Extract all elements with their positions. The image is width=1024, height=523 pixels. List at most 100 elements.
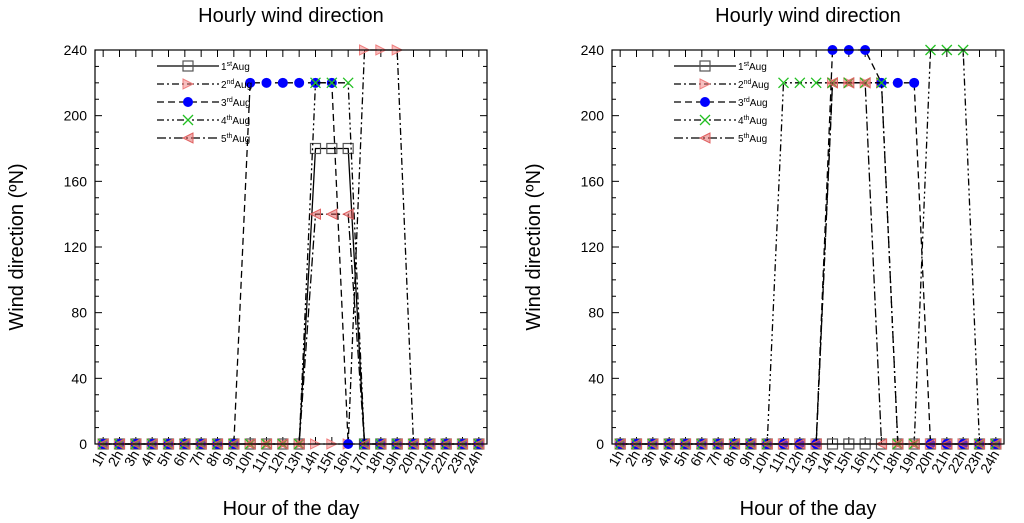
- y-tick-label: 240: [581, 42, 605, 58]
- legend-sup: st: [227, 61, 233, 68]
- chart-panel-2: Hourly wind direction 0 40 80 120 160 200 240 1h…: [523, 5, 1005, 520]
- data-point: [810, 77, 822, 89]
- legend-sup: rd: [227, 97, 233, 104]
- legend-base: 2: [221, 80, 227, 91]
- legend-sup: st: [744, 61, 750, 68]
- legend-base: 4: [738, 116, 744, 127]
- data-point: [325, 208, 338, 220]
- legend-base: 3: [221, 98, 227, 109]
- series-line: [103, 82, 479, 445]
- legend-tail: Aug: [749, 116, 767, 127]
- legend-marker: [181, 132, 194, 144]
- data-point: [826, 77, 838, 89]
- y-tick-label: 80: [588, 305, 604, 321]
- legend-base: 5: [221, 134, 227, 145]
- legend-marker: [698, 132, 711, 144]
- x-tick-label: 7h: [703, 448, 725, 469]
- legend-entry: 5thAug: [738, 133, 767, 145]
- x-tick-label: 9h: [219, 448, 241, 469]
- data-point: [309, 208, 321, 220]
- series-line: [103, 82, 479, 445]
- data-point: [310, 77, 321, 89]
- legend-tail: Aug: [232, 134, 250, 145]
- legend-marker: [182, 78, 195, 90]
- chart-title: Hourly wind direction: [198, 5, 384, 27]
- legend-tail: Aug: [751, 80, 769, 91]
- legend-entry: 1stAug: [738, 61, 767, 73]
- x-tick-label: 8h: [719, 448, 741, 469]
- series-1st-aug: [97, 142, 485, 450]
- x-tick-label: 2h: [621, 448, 643, 469]
- legend-base: 4: [221, 116, 227, 127]
- legend-sup: nd: [744, 79, 752, 86]
- x-tick-label: 7h: [186, 448, 208, 469]
- x-tick-label: 8h: [202, 448, 224, 469]
- legend-marker: [182, 114, 194, 126]
- legend-sup: th: [744, 115, 750, 122]
- legend-base: 2: [738, 80, 744, 91]
- plot-frame: [94, 49, 488, 445]
- legend-marker: [699, 114, 711, 126]
- data-point: [892, 77, 903, 88]
- series-5th-aug: [97, 208, 485, 450]
- legend-entry: 4thAug: [221, 115, 250, 127]
- legend-tail: Aug: [232, 62, 250, 73]
- data-point: [342, 208, 354, 220]
- x-tick-label: 4h: [137, 448, 159, 469]
- y-tick-label: 160: [581, 173, 605, 189]
- x-axis-label: Hour of the day: [740, 498, 877, 520]
- legend-marker: [182, 60, 194, 72]
- x-tick-label: 1h: [605, 448, 627, 469]
- data-point: [876, 77, 887, 89]
- data-point: [245, 77, 256, 88]
- y-tick-label: 0: [596, 436, 604, 452]
- x-tick-label: 6h: [687, 448, 709, 469]
- legend-entry: 1stAug: [221, 61, 250, 73]
- x-tick-label: 5h: [670, 448, 692, 469]
- data-point: [342, 142, 354, 155]
- x-tick-label: 1h: [88, 448, 110, 469]
- x-tick-label: 2h: [104, 448, 126, 469]
- legend-sup: rd: [744, 97, 750, 104]
- data-point: [842, 77, 855, 89]
- x-tick-label: 5h: [153, 448, 175, 469]
- legend-sup: th: [227, 115, 233, 122]
- y-tick-label: 80: [71, 305, 87, 321]
- series-line: [103, 49, 479, 445]
- legend-sup: nd: [227, 79, 235, 86]
- x-tick-label: 6h: [170, 448, 192, 469]
- series-line: [103, 147, 479, 445]
- legend-entry: 2ndAug: [738, 79, 769, 91]
- y-tick-label: 40: [71, 370, 87, 386]
- series-4th-aug: [97, 77, 485, 450]
- data-point: [909, 77, 920, 88]
- x-tick-label: 4h: [654, 448, 676, 469]
- legend-marker: [699, 78, 712, 90]
- y-tick-label: 40: [588, 370, 604, 386]
- y-axis-label: Wind direction (ºN): [6, 163, 28, 330]
- series-4th-aug: [614, 44, 1002, 450]
- chart-title: Hourly wind direction: [715, 5, 901, 27]
- legend-marker: [183, 97, 193, 107]
- data-point: [294, 77, 305, 88]
- data-point: [342, 77, 354, 89]
- plot-frame: [611, 49, 1005, 445]
- legend-base: 3: [738, 98, 744, 109]
- series-2nd-aug: [97, 44, 485, 450]
- series-3rd-aug: [615, 45, 1001, 449]
- legend-tail: Aug: [749, 134, 767, 145]
- y-axis-label: Wind direction (ºN): [523, 163, 545, 330]
- legend-base: 1: [221, 62, 227, 73]
- x-tick-label: 3h: [121, 448, 143, 469]
- legend-entry: 4thAug: [738, 115, 767, 127]
- legend-entry: 3rdAug: [738, 97, 768, 109]
- legend-entry: 2ndAug: [221, 79, 252, 91]
- legend-tail: Aug: [233, 98, 251, 109]
- data-point: [326, 77, 338, 89]
- y-tick-label: 160: [64, 173, 88, 189]
- data-point: [326, 142, 338, 155]
- series-3rd-aug: [98, 77, 484, 449]
- legend-marker: [700, 97, 710, 107]
- series-line: [103, 213, 479, 445]
